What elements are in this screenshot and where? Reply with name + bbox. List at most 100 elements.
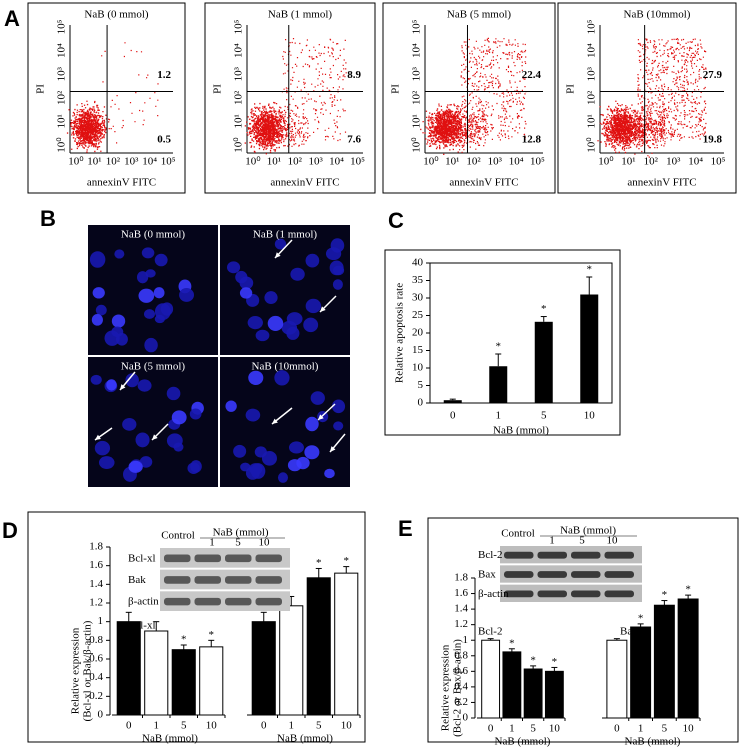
arrow-head	[320, 306, 326, 312]
nucleus	[153, 287, 165, 299]
bar	[251, 621, 276, 716]
x-tick-label: 1	[154, 720, 160, 732]
blot-band	[604, 590, 634, 598]
y-tick-label: 10	[412, 362, 424, 374]
significance-mark: *	[685, 584, 691, 596]
nucleus	[277, 472, 289, 483]
y-tick-label: 35	[412, 274, 424, 286]
y-tick-label: 0.2	[89, 690, 103, 702]
nucleus	[139, 456, 153, 468]
nucleus	[233, 444, 247, 458]
bar	[630, 626, 652, 719]
x-axis-label: NaB (mmol)	[495, 736, 551, 748]
blot-band	[571, 551, 601, 559]
nucleus	[135, 432, 150, 448]
bar	[544, 670, 564, 719]
blot-band-label: β-actin	[128, 596, 159, 608]
blot-header: NaB (mmol)	[213, 527, 269, 539]
nucleus	[225, 400, 237, 412]
flow-title: NaB (1 mmol)	[268, 9, 332, 21]
y-tick-label: 10⁰	[56, 137, 68, 153]
nucleus	[143, 309, 156, 319]
x-tick-label: 10⁴	[509, 156, 524, 168]
x-axis-label: annexinV FITC	[627, 177, 696, 189]
panel-label: C	[388, 208, 404, 233]
y-tick-label: 1	[98, 615, 104, 627]
blot-band	[255, 576, 282, 584]
x-tick-label: 10²	[106, 156, 121, 168]
nucleus	[247, 316, 263, 330]
y-tick-label: 10⁴	[586, 43, 598, 58]
blot-band	[225, 554, 252, 563]
quadrant-value: 1.2	[157, 69, 171, 81]
significance-mark: *	[552, 656, 558, 668]
nucleus	[330, 238, 345, 253]
y-tick-label: 10²	[56, 90, 68, 105]
x-tick-label: 10¹	[445, 156, 459, 168]
nucleus	[128, 460, 143, 473]
nucleus	[141, 247, 155, 259]
significance-mark: *	[509, 637, 515, 649]
blot-band	[164, 554, 191, 563]
blot-band	[571, 571, 601, 578]
nucleus	[154, 314, 165, 324]
y-axis-label: Relative expression	[440, 644, 452, 731]
quadrant-value: 22.4	[522, 69, 542, 81]
x-tick-label: 10¹	[87, 156, 101, 168]
nucleus	[111, 314, 126, 328]
bar	[306, 577, 331, 716]
blot-band	[225, 576, 252, 584]
y-tick-label: 25	[412, 309, 424, 321]
nucleus	[122, 418, 137, 431]
nucleus	[264, 291, 278, 305]
nucleus	[138, 288, 155, 303]
x-tick-label: 10⁵	[350, 156, 365, 168]
flow-title: NaB (0 mmol)	[84, 9, 148, 21]
y-tick-label: 5	[418, 379, 424, 391]
x-tick-label: 10³	[309, 156, 324, 168]
event-dots	[244, 38, 347, 155]
y-tick-label: 0.4	[89, 671, 103, 683]
nucleus	[144, 337, 158, 353]
x-tick-label: 5	[316, 720, 322, 732]
x-tick-label: 0	[126, 720, 132, 732]
y-tick-label: 10⁴	[233, 43, 245, 58]
y-axis-label: Relative expression	[70, 627, 82, 714]
significance-mark: *	[316, 557, 322, 569]
x-tick-label: 10	[549, 723, 561, 735]
quadrant-value: 19.8	[703, 134, 723, 146]
event-dots	[420, 37, 527, 155]
y-axis-label: PI	[565, 84, 577, 94]
x-tick-label: 0	[261, 720, 267, 732]
blot-header: NaB (mmol)	[560, 525, 616, 537]
y-tick-label: 10³	[586, 66, 598, 81]
arrow-head	[275, 252, 281, 258]
blot-lane: 5	[235, 537, 241, 549]
y-axis-label: Relative apoptosis rate	[394, 283, 406, 383]
nucleus	[305, 253, 320, 268]
y-tick-label: 10¹	[233, 114, 245, 128]
x-axis-label: annexinV FITC	[87, 177, 156, 189]
x-tick-label: 10	[683, 723, 695, 735]
y-tick-label: 10³	[233, 66, 245, 81]
bar	[443, 400, 462, 403]
nucleus	[154, 253, 168, 267]
nucleus	[179, 288, 195, 302]
y-tick-label: 10³	[56, 66, 68, 81]
nucleus	[94, 440, 111, 456]
y-tick-label: 10²	[586, 90, 598, 105]
y-tick-label: 20	[412, 327, 424, 339]
y-tick-label: 10⁵	[233, 19, 245, 34]
y-tick-label: 1.2	[89, 597, 103, 609]
nucleus	[111, 326, 124, 338]
nucleus	[89, 251, 106, 268]
y-axis-label: (Bcl-2 or Bax/β-actin)	[452, 639, 464, 737]
blot-lane: 1	[209, 537, 215, 549]
x-tick-label: 10	[206, 720, 218, 732]
nucleus	[329, 260, 344, 276]
bar	[116, 621, 141, 716]
bar	[279, 605, 304, 716]
nucleus	[92, 287, 105, 299]
nucleus	[136, 271, 149, 284]
